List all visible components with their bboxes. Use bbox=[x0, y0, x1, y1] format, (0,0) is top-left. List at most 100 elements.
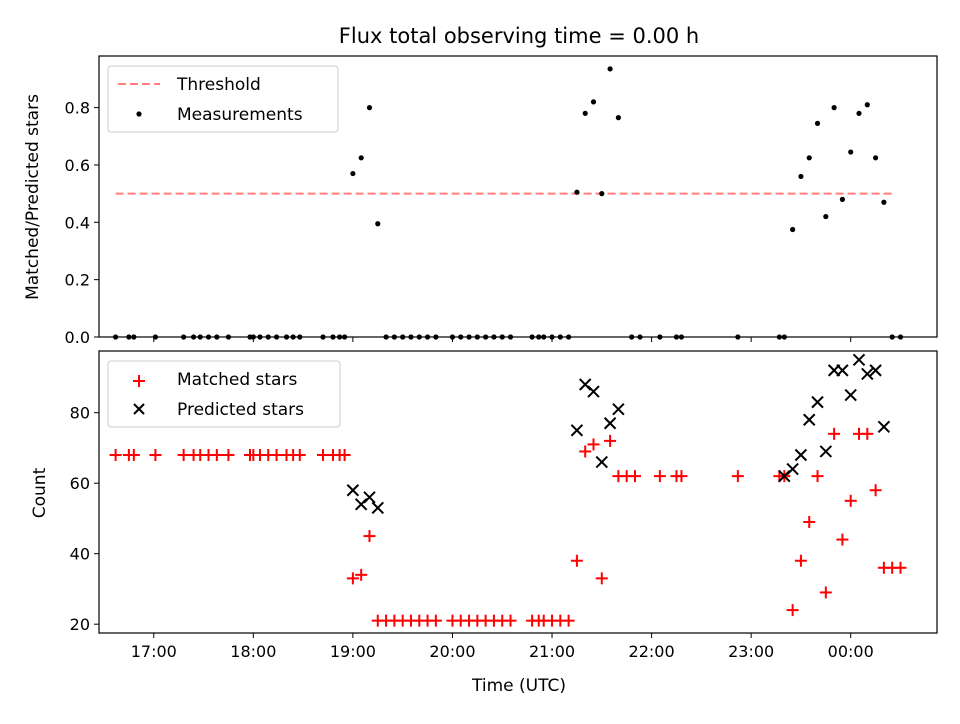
top-ylabel: Matched/Predicted stars bbox=[23, 94, 43, 300]
matched-star-point bbox=[363, 530, 376, 543]
predicted-star-stroke-b bbox=[852, 353, 866, 367]
predicted-star-stroke-b bbox=[570, 424, 584, 437]
measurement-point bbox=[790, 226, 796, 233]
predicted-star-stroke-b bbox=[595, 455, 609, 469]
predicted-star-stroke-b bbox=[587, 385, 600, 398]
measurement-point bbox=[615, 115, 621, 121]
bottom-frame bbox=[98, 350, 938, 634]
top-y-tick-label: 0.6 bbox=[65, 156, 90, 175]
predicted-star-stroke-b bbox=[603, 417, 617, 430]
predicted-star-point bbox=[794, 448, 808, 462]
bottom-ylabel: Count bbox=[30, 467, 50, 518]
bottom-panel: 17:00 18:00 19:00 20:00 21:00 22:00 23:00 00:00… bbox=[30, 350, 938, 696]
measurement-point bbox=[366, 105, 373, 111]
bottom-y-tick-label: 60 bbox=[70, 474, 90, 493]
predicted-star-point bbox=[861, 367, 874, 381]
matched-star-point bbox=[570, 554, 583, 567]
top-legend: Threshold Measurements bbox=[107, 65, 339, 133]
matched-star-point bbox=[210, 448, 223, 461]
bottom-x-tick-label: 18:00 bbox=[230, 642, 276, 661]
predicted-star-point bbox=[570, 424, 584, 437]
predicted-star-stroke-b bbox=[819, 445, 833, 458]
top-y-tick-label: 0.0 bbox=[65, 328, 90, 347]
matched-star-point bbox=[861, 427, 874, 440]
measurement-point bbox=[848, 149, 854, 155]
measurement-point bbox=[856, 110, 862, 116]
predicted-star-stroke-b bbox=[811, 395, 824, 409]
matched-star-point bbox=[628, 470, 641, 483]
predicted-star-stroke-b bbox=[844, 388, 857, 402]
measurement-point bbox=[814, 120, 821, 126]
predicted-star-point bbox=[803, 413, 816, 426]
predicted-star-point bbox=[811, 395, 824, 409]
bottom-y-tick-label: 20 bbox=[70, 615, 90, 634]
bottom-axes: 17:00 18:00 19:00 20:00 21:00 22:00 23:00 00:00… bbox=[70, 404, 874, 661]
predicted-star-stroke-b bbox=[869, 364, 882, 377]
measurement-point bbox=[873, 155, 879, 161]
top-y-tick-label: 0.4 bbox=[65, 213, 90, 232]
predicted-star-point bbox=[612, 402, 625, 416]
predicted-legend-label: Predicted stars bbox=[177, 400, 304, 420]
matched-star-point bbox=[675, 470, 688, 483]
matched-star-point bbox=[894, 561, 907, 574]
matched-star-point bbox=[731, 470, 744, 483]
measurement-point bbox=[350, 170, 356, 177]
predicted-star-point bbox=[844, 388, 857, 402]
matched-star-point bbox=[504, 614, 517, 627]
bottom-marks bbox=[109, 353, 907, 627]
measurement-point bbox=[823, 213, 829, 220]
measurement-point bbox=[806, 155, 812, 161]
top-legend-box bbox=[107, 65, 339, 133]
matched-star-point bbox=[836, 533, 849, 546]
matched-star-point bbox=[811, 470, 824, 483]
measurement-point bbox=[599, 191, 605, 197]
measurement-point bbox=[831, 105, 837, 111]
predicted-star-point bbox=[786, 462, 799, 476]
predicted-star-point bbox=[603, 417, 617, 430]
matched-star-point bbox=[429, 614, 442, 627]
matched-star-point bbox=[346, 572, 359, 585]
predicted-star-stroke-b bbox=[578, 378, 592, 391]
threshold-legend-label: Threshold bbox=[176, 75, 261, 95]
matched-star-point bbox=[794, 554, 807, 567]
measurement-point bbox=[607, 66, 613, 72]
measurement-point bbox=[798, 173, 804, 180]
predicted-star-stroke-b bbox=[803, 413, 816, 426]
predicted-star-stroke-b bbox=[877, 420, 891, 433]
matched-star-point bbox=[604, 434, 617, 447]
bottom-y-tick-label: 40 bbox=[70, 545, 90, 564]
bottom-x-tick-label: 23:00 bbox=[728, 642, 774, 661]
predicted-star-stroke-b bbox=[786, 462, 799, 476]
bottom-xlabel: Time (UTC) bbox=[471, 676, 566, 696]
measurement-point bbox=[864, 102, 870, 108]
matched-star-point bbox=[844, 494, 857, 507]
matched-star-point bbox=[653, 470, 666, 483]
predicted-star-stroke-b bbox=[346, 484, 360, 497]
predicted-star-point bbox=[363, 491, 376, 504]
matched-star-point bbox=[338, 448, 351, 461]
measurements-legend-marker bbox=[136, 111, 142, 117]
matched-star-point bbox=[562, 614, 575, 627]
predicted-star-point bbox=[346, 484, 360, 497]
matched-star-point bbox=[109, 448, 122, 461]
matched-star-point bbox=[869, 484, 882, 497]
bottom-legend-box bbox=[107, 360, 341, 428]
predicted-star-point bbox=[819, 445, 833, 458]
top-frame bbox=[98, 55, 938, 338]
measurement-point bbox=[839, 196, 846, 202]
matched-legend-marker bbox=[133, 375, 145, 387]
bottom-x-tick-label: 19:00 bbox=[330, 642, 376, 661]
measurements-legend-label: Measurements bbox=[177, 105, 303, 125]
matched-star-point bbox=[587, 438, 600, 451]
predicted-star-point bbox=[836, 364, 849, 377]
bottom-x-tick-label: 17:00 bbox=[131, 642, 177, 661]
matched-star-point bbox=[819, 586, 832, 599]
predicted-star-point bbox=[877, 420, 891, 433]
measurement-point bbox=[582, 110, 588, 116]
matched-star-point bbox=[355, 568, 368, 581]
predicted-star-point bbox=[869, 364, 882, 377]
matched-star-point bbox=[803, 515, 816, 528]
predicted-star-stroke-b bbox=[612, 402, 625, 416]
top-y-tick-label: 0.2 bbox=[65, 271, 90, 290]
matched-star-point bbox=[127, 448, 140, 461]
